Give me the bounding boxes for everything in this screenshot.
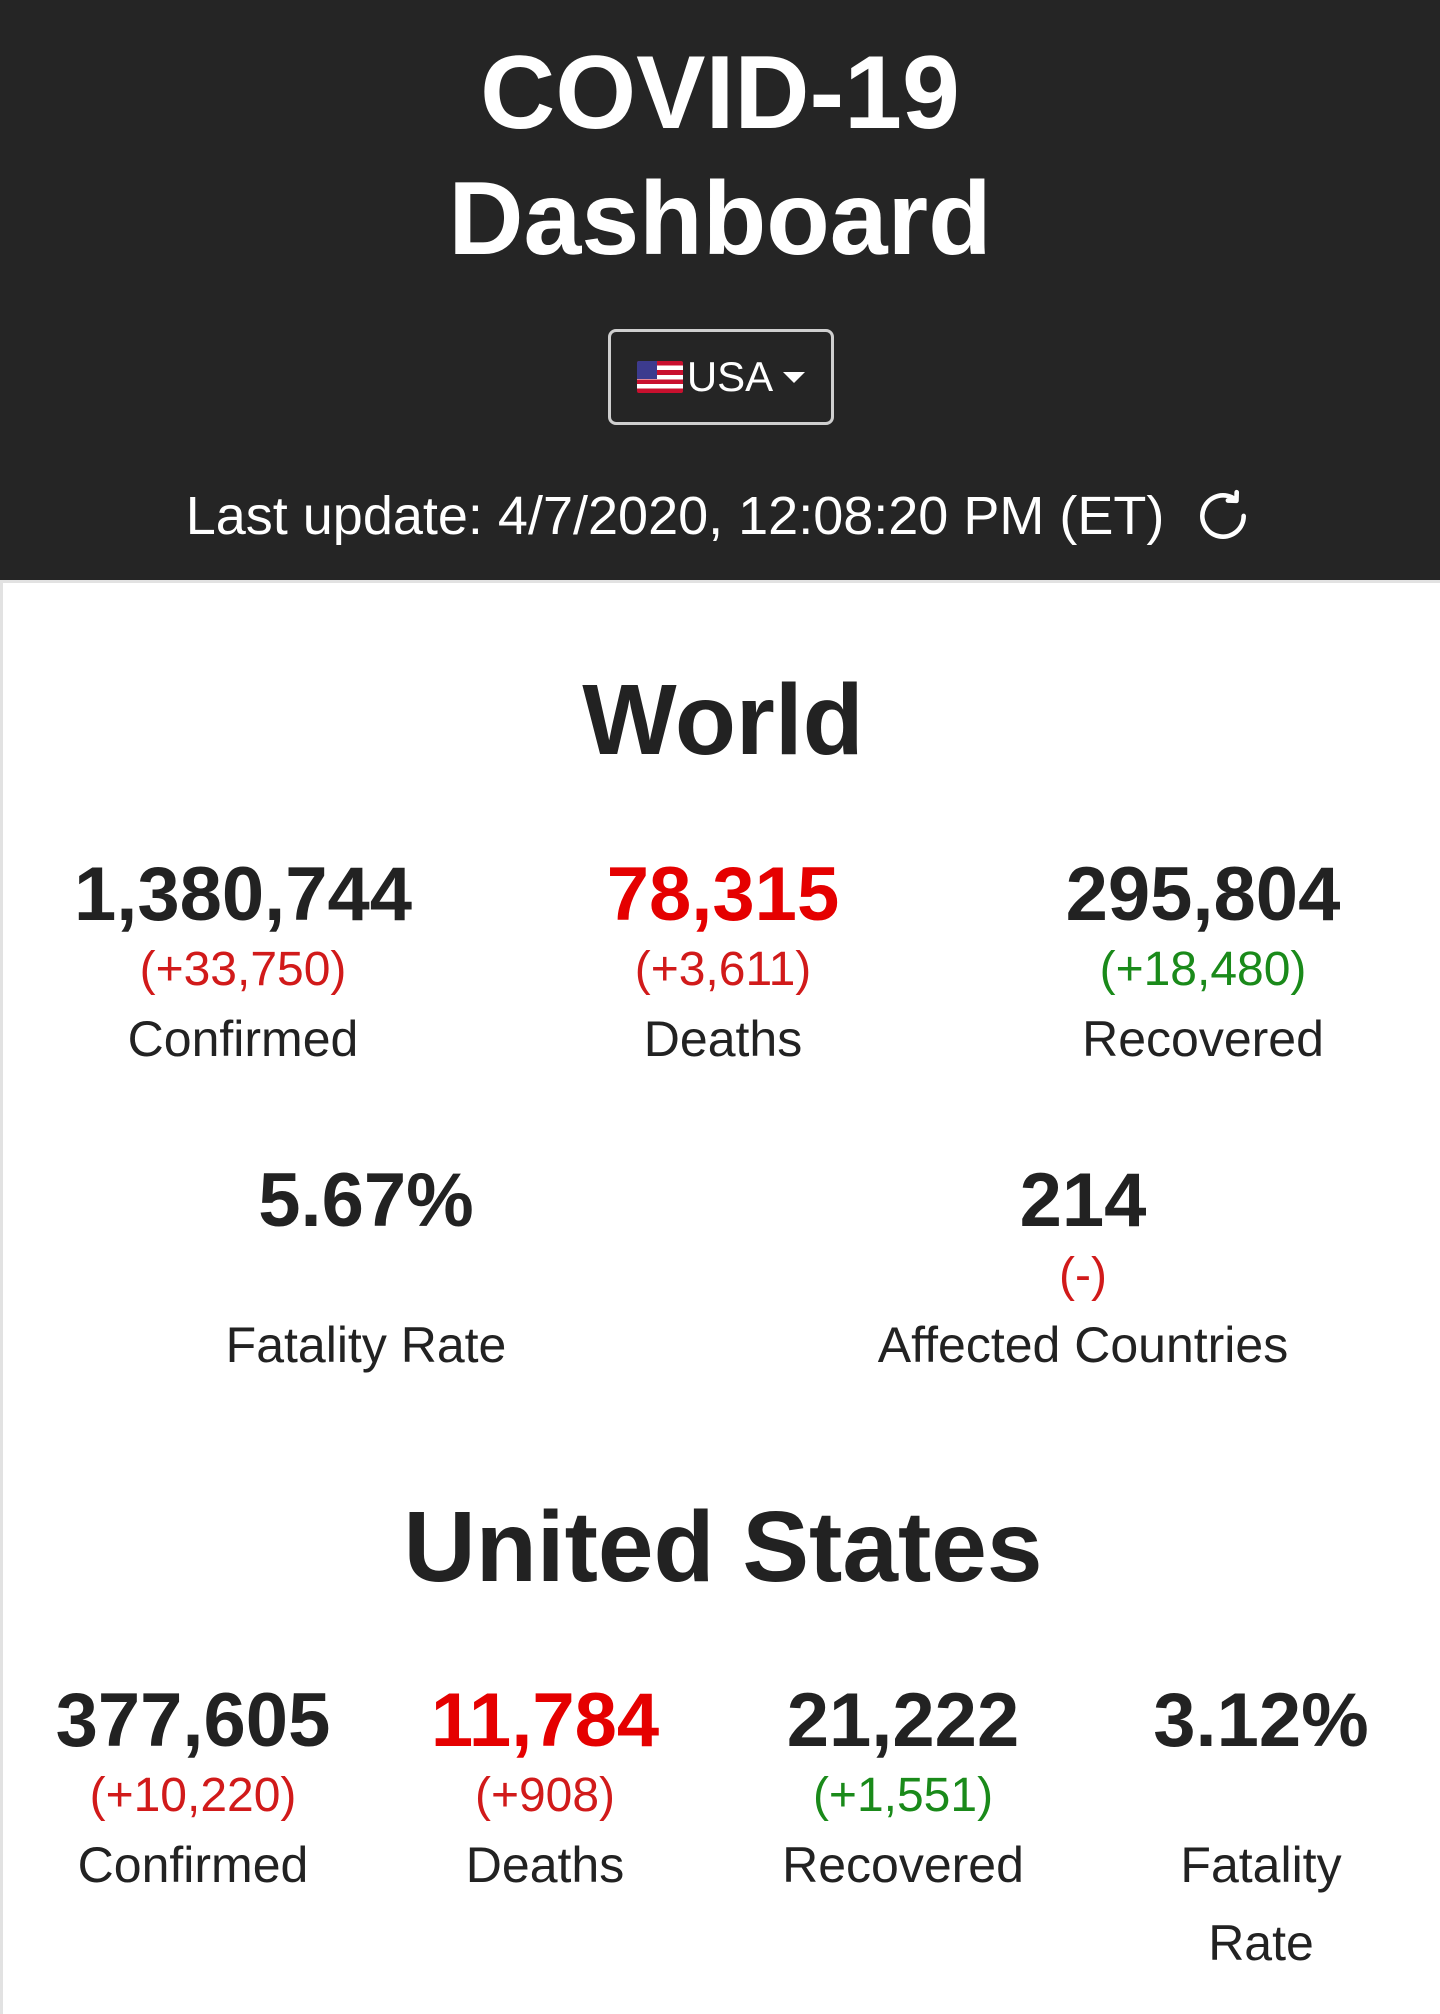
app-title-line2: Dashboard: [448, 161, 992, 277]
last-update-text: Last update: 4/7/2020, 12:08:20 PM (ET): [185, 486, 1165, 546]
world-recovered-label: Recovered: [1082, 1011, 1324, 1067]
usa-fatality-rate-label: Fatality Rate: [1111, 1826, 1411, 1982]
country-select-value: USA: [686, 353, 774, 400]
usa-confirmed-delta: (+10,220): [89, 1769, 297, 1822]
header: COVID-19 Dashboard USA Last update: 4/7/…: [0, 0, 1440, 580]
usa-recovered-label: Recovered: [782, 1837, 1024, 1893]
world-deaths-value: 78,315: [606, 852, 840, 937]
refresh-icon[interactable]: [1192, 485, 1254, 547]
usa-fatality-rate: 3.12% Fatality Rate: [1111, 1676, 1411, 1982]
world-fatality-rate: 5.67% Fatality Rate: [166, 1156, 566, 1384]
usa-deaths-label: Deaths: [465, 1837, 625, 1893]
usa-title: United States: [403, 1491, 1043, 1603]
world-recovered-value: 295,804: [1065, 852, 1341, 937]
app-title-line1: COVID-19: [480, 35, 960, 151]
world-affected-countries: 214 (-) Affected Countries: [833, 1156, 1333, 1384]
us-flag-icon: [636, 361, 683, 393]
world-affected-countries-label: Affected Countries: [877, 1317, 1289, 1373]
usa-deaths: 11,784 (+908) Deaths: [395, 1676, 695, 1904]
world-recovered-delta: (+18,480): [1099, 943, 1307, 996]
world-confirmed-label: Confirmed: [127, 1011, 359, 1067]
app-title: COVID-19 Dashboard: [0, 30, 1440, 282]
usa-fatality-rate-value: 3.12%: [1153, 1678, 1369, 1763]
last-update: Last update: 4/7/2020, 12:08:20 PM (ET): [0, 484, 1440, 548]
main-content: World 1,380,744 (+33,750) Confirmed 78,3…: [0, 580, 1440, 2014]
usa-deaths-value: 11,784: [430, 1678, 660, 1763]
usa-fatality-rate-label-line1: Fatality: [1180, 1837, 1342, 1893]
world-affected-countries-delta: (-): [1059, 1249, 1107, 1302]
usa-recovered-delta: (+1,551): [812, 1769, 994, 1822]
world-fatality-rate-label: Fatality Rate: [225, 1317, 507, 1373]
usa-deaths-delta: (+908): [474, 1769, 616, 1822]
world-confirmed-value: 1,380,744: [73, 852, 413, 937]
world-deaths-label: Deaths: [643, 1011, 803, 1067]
world-confirmed: 1,380,744 (+33,750) Confirmed: [43, 850, 443, 1078]
world-confirmed-delta: (+33,750): [139, 943, 347, 996]
usa-confirmed: 377,605 (+10,220) Confirmed: [43, 1676, 343, 1904]
usa-recovered: 21,222 (+1,551) Recovered: [753, 1676, 1053, 1904]
country-select[interactable]: USA: [608, 329, 834, 425]
world-recovered: 295,804 (+18,480) Recovered: [1003, 850, 1403, 1078]
world-deaths-delta: (+3,611): [634, 943, 812, 996]
usa-confirmed-value: 377,605: [55, 1678, 331, 1763]
world-deaths: 78,315 (+3,611) Deaths: [523, 850, 923, 1078]
usa-recovered-value: 21,222: [786, 1678, 1020, 1763]
chevron-down-icon: [783, 371, 806, 383]
usa-fatality-rate-label-line2: Rate: [1208, 1915, 1314, 1971]
world-fatality-rate-value: 5.67%: [258, 1158, 474, 1243]
world-title: World: [582, 664, 864, 776]
world-affected-countries-value: 214: [1019, 1158, 1147, 1243]
usa-confirmed-label: Confirmed: [77, 1837, 309, 1893]
